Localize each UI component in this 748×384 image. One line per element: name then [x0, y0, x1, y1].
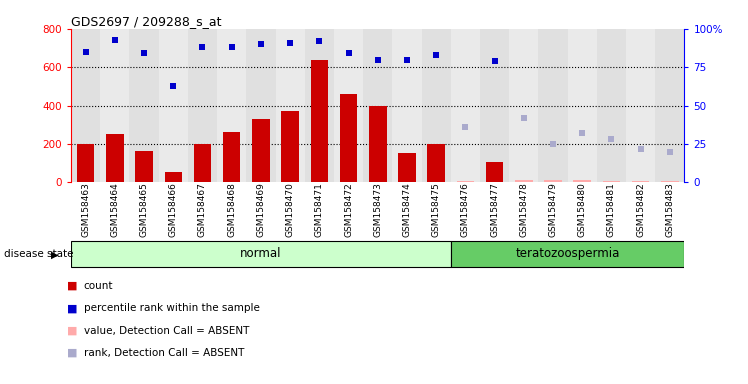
Text: GSM158481: GSM158481 [607, 182, 616, 237]
Bar [515, 180, 533, 182]
Bar [568, 29, 597, 182]
Bar [456, 181, 474, 182]
Bar [281, 111, 299, 182]
Bar [275, 29, 304, 182]
Bar [100, 29, 129, 182]
Text: GDS2697 / 209288_s_at: GDS2697 / 209288_s_at [71, 15, 221, 28]
Bar [451, 29, 480, 182]
Text: GSM158471: GSM158471 [315, 182, 324, 237]
Bar [393, 29, 422, 182]
Bar [626, 29, 655, 182]
Text: GSM158483: GSM158483 [665, 182, 674, 237]
Bar [485, 162, 503, 182]
Bar [574, 180, 591, 182]
Bar [71, 242, 451, 267]
Bar [135, 151, 153, 182]
Text: count: count [84, 281, 113, 291]
Bar [71, 29, 100, 182]
Bar [77, 144, 94, 182]
Text: GSM158472: GSM158472 [344, 182, 353, 237]
Text: GSM158475: GSM158475 [432, 182, 441, 237]
Bar [159, 29, 188, 182]
Text: value, Detection Call = ABSENT: value, Detection Call = ABSENT [84, 326, 249, 336]
Text: percentile rank within the sample: percentile rank within the sample [84, 303, 260, 313]
Bar [422, 29, 451, 182]
Bar [661, 181, 678, 182]
Text: GSM158467: GSM158467 [198, 182, 207, 237]
Bar [188, 29, 217, 182]
Bar [545, 180, 562, 182]
Text: GSM158478: GSM158478 [519, 182, 528, 237]
Text: GSM158465: GSM158465 [140, 182, 149, 237]
Bar [252, 119, 270, 182]
Text: GSM158479: GSM158479 [548, 182, 557, 237]
Text: ■: ■ [67, 326, 78, 336]
Bar [334, 29, 363, 182]
Bar [427, 144, 445, 182]
Text: ■: ■ [67, 303, 78, 313]
Text: GSM158468: GSM158468 [227, 182, 236, 237]
Bar [539, 29, 568, 182]
Bar [451, 242, 684, 267]
Bar [480, 29, 509, 182]
Bar [165, 172, 182, 182]
Bar [603, 181, 620, 182]
Bar [632, 181, 649, 182]
Text: disease state: disease state [4, 249, 73, 260]
Text: GSM158476: GSM158476 [461, 182, 470, 237]
Bar [194, 144, 211, 182]
Text: normal: normal [240, 247, 282, 260]
Bar [655, 29, 684, 182]
Bar [217, 29, 246, 182]
Text: ■: ■ [67, 348, 78, 358]
Bar [310, 60, 328, 182]
Text: GSM158466: GSM158466 [169, 182, 178, 237]
Text: rank, Detection Call = ABSENT: rank, Detection Call = ABSENT [84, 348, 244, 358]
Text: GSM158463: GSM158463 [82, 182, 91, 237]
Text: ▶: ▶ [51, 249, 58, 260]
Bar [106, 134, 123, 182]
Text: GSM158470: GSM158470 [286, 182, 295, 237]
Bar [509, 29, 539, 182]
Bar [363, 29, 393, 182]
Bar [223, 132, 240, 182]
Text: GSM158464: GSM158464 [111, 182, 120, 237]
Bar [340, 94, 358, 182]
Text: GSM158474: GSM158474 [402, 182, 411, 237]
Text: GSM158482: GSM158482 [636, 182, 645, 237]
Text: GSM158477: GSM158477 [490, 182, 499, 237]
Text: GSM158469: GSM158469 [257, 182, 266, 237]
Text: ■: ■ [67, 281, 78, 291]
Bar [304, 29, 334, 182]
Text: teratozoospermia: teratozoospermia [515, 247, 620, 260]
Text: GSM158473: GSM158473 [373, 182, 382, 237]
Text: GSM158480: GSM158480 [577, 182, 586, 237]
Bar [246, 29, 275, 182]
Bar [369, 106, 387, 182]
Bar [597, 29, 626, 182]
Bar [398, 152, 416, 182]
Bar [129, 29, 159, 182]
